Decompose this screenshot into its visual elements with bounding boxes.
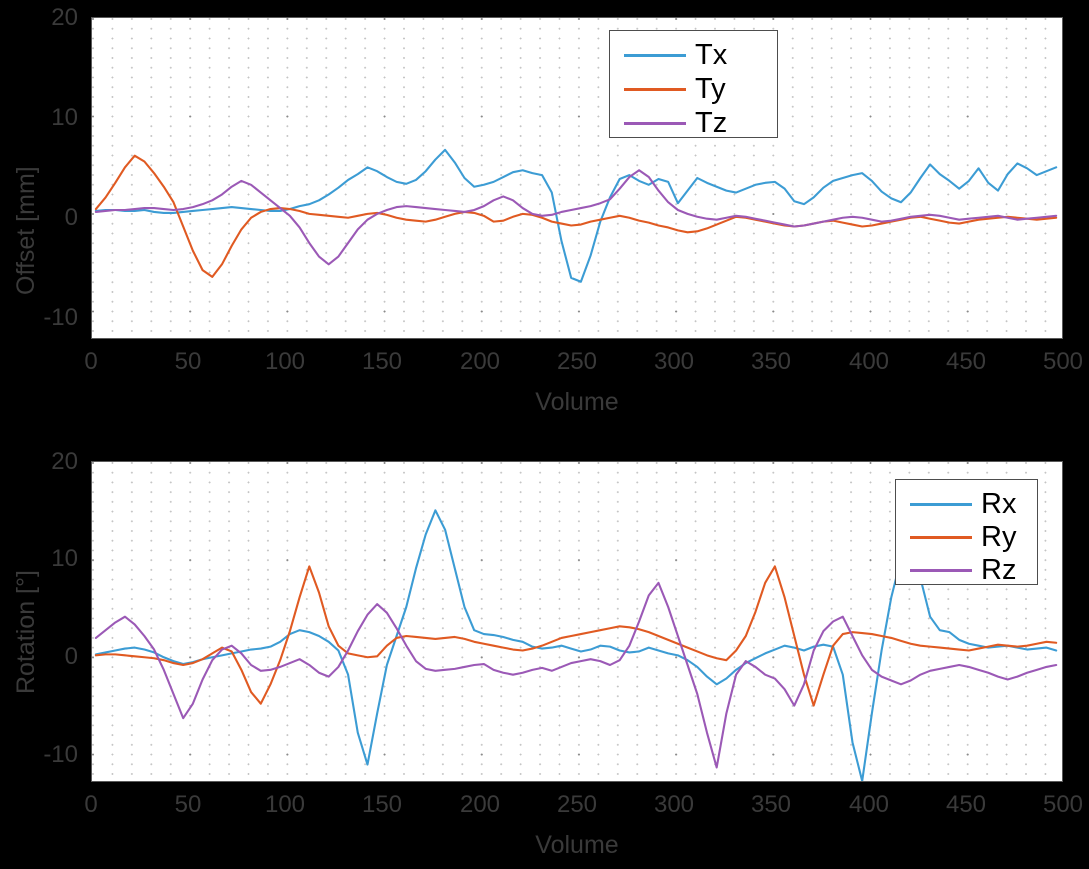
legend-label-rz: Rz [981, 553, 1017, 586]
translation-ytick-10: 10 [51, 104, 78, 131]
rotation-xlabel: Volume [535, 831, 619, 859]
rotation-xtick-50: 50 [174, 791, 202, 818]
translation-xtick-300: 300 [653, 348, 695, 375]
translation-xtick-200: 200 [459, 348, 501, 375]
rotation-xtick-200: 200 [459, 791, 501, 818]
rotation-xtick-250: 250 [556, 791, 598, 818]
rotation-xtick-450: 450 [945, 791, 987, 818]
rotation-legend[interactable]: Rx Ry Rz [895, 479, 1038, 585]
rotation-xtick-500: 500 [1042, 791, 1084, 818]
translation-xtick-400: 400 [848, 348, 890, 375]
legend-entry-tz[interactable]: Tz [610, 106, 777, 140]
rotation-ytick-0: 0 [64, 643, 78, 670]
series-rz [94, 581, 1058, 769]
legend-entry-ty[interactable]: Ty [610, 72, 777, 106]
series-ry [94, 565, 1058, 707]
translation-xtick-450: 450 [945, 348, 987, 375]
legend-swatch-rz [910, 568, 972, 572]
translation-ytick-neg10: -10 [43, 304, 78, 331]
translation-xtick-150: 150 [361, 348, 403, 375]
translation-legend[interactable]: Tx Ty Tz [609, 30, 778, 138]
legend-swatch-ry [910, 535, 972, 539]
rotation-ytick-neg10: -10 [43, 741, 78, 768]
legend-label-ry: Ry [981, 520, 1017, 553]
translation-xtick-50: 50 [174, 348, 202, 375]
legend-entry-ry[interactable]: Ry [896, 520, 1037, 554]
legend-label-tz: Tz [695, 106, 728, 139]
rotation-ytick-20: 20 [51, 448, 78, 475]
rotation-xtick-350: 350 [750, 791, 792, 818]
legend-label-rx: Rx [981, 487, 1017, 520]
rotation-xtick-300: 300 [653, 791, 695, 818]
translation-curves [94, 148, 1058, 283]
legend-label-tx: Tx [695, 38, 728, 71]
legend-swatch-tz [624, 121, 686, 125]
rotation-ytick-10: 10 [51, 545, 78, 572]
legend-label-ty: Ty [695, 72, 726, 105]
legend-swatch-tx [624, 53, 686, 57]
rotation-panel: Rotation [°] 20 10 0 -10 0 50 100 150 20… [0, 444, 1089, 869]
rotation-xtick-400: 400 [848, 791, 890, 818]
translation-ytick-0: 0 [64, 204, 78, 231]
series-tx [94, 148, 1058, 283]
translation-xtick-0: 0 [84, 348, 98, 375]
legend-swatch-rx [910, 502, 972, 506]
translation-xtick-250: 250 [556, 348, 598, 375]
translation-xlabel: Volume [535, 388, 619, 416]
legend-entry-tx[interactable]: Tx [610, 38, 777, 72]
rotation-ylabel: Rotation [°] [12, 570, 40, 694]
translation-panel: Offset [mm] 20 10 0 -10 0 50 100 150 200… [12, 4, 1084, 416]
translation-xtick-100: 100 [264, 348, 306, 375]
legend-entry-rx[interactable]: Rx [896, 487, 1037, 521]
translation-xtick-500: 500 [1042, 348, 1084, 375]
series-tz [94, 169, 1058, 266]
translation-ytick-20: 20 [51, 4, 78, 31]
legend-entry-rz[interactable]: Rz [896, 553, 1037, 587]
legend-swatch-ty [624, 87, 686, 91]
translation-xtick-350: 350 [750, 348, 792, 375]
rotation-xtick-0: 0 [84, 791, 98, 818]
rotation-xtick-150: 150 [361, 791, 403, 818]
rotation-xtick-100: 100 [264, 791, 306, 818]
translation-plot-area [91, 17, 1063, 339]
